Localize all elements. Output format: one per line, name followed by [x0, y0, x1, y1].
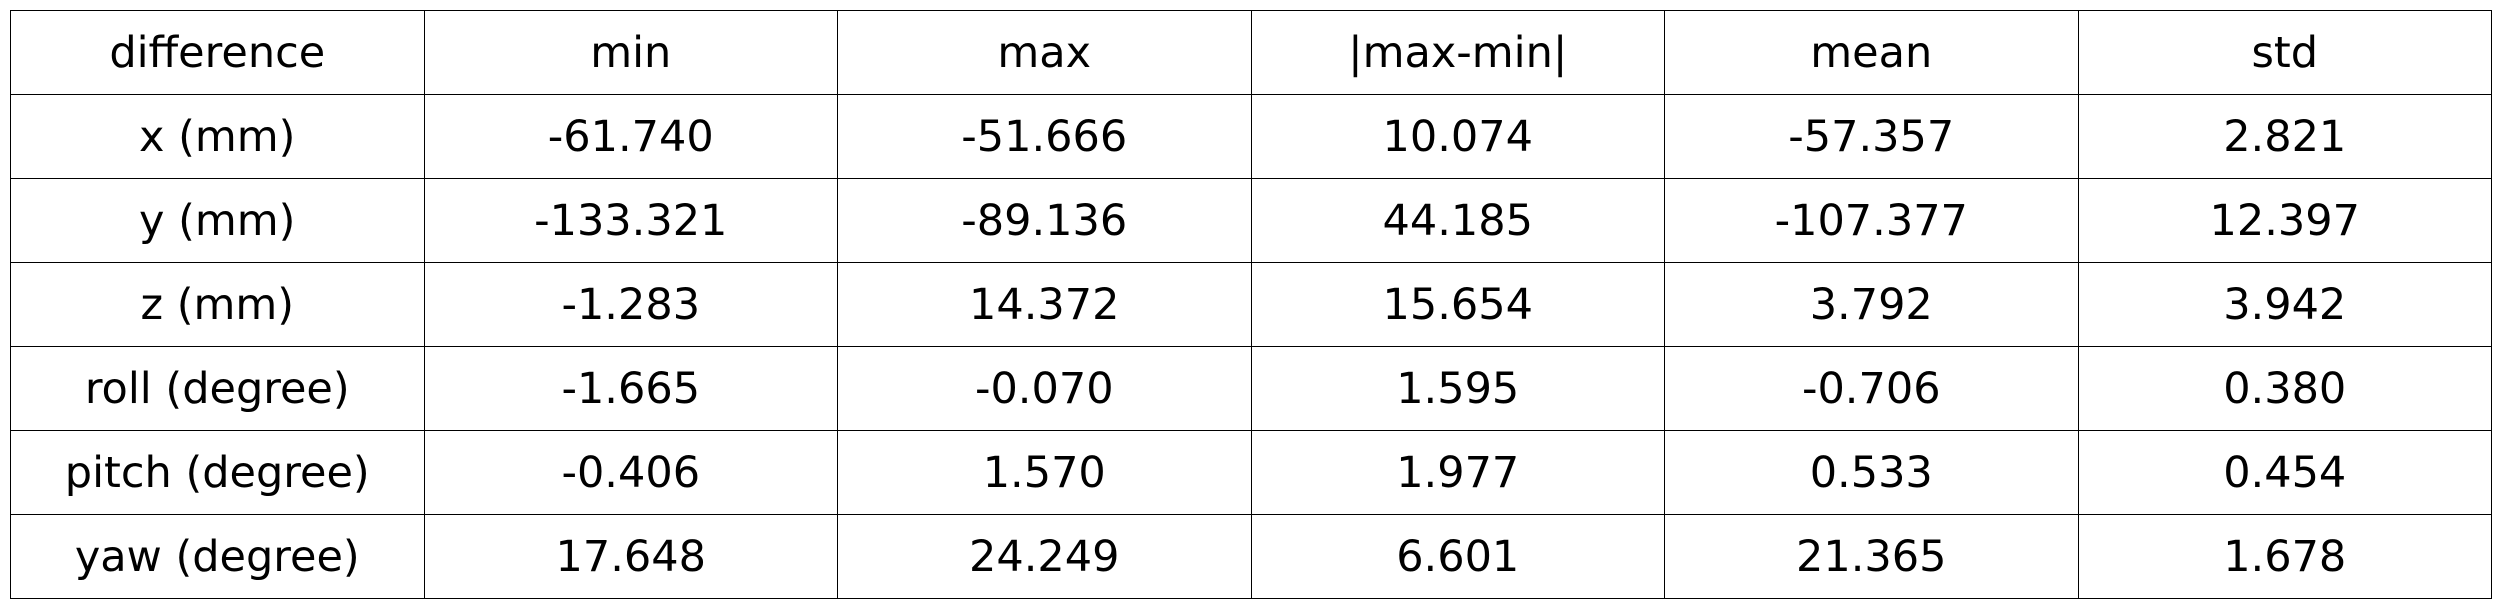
value-cell: 44.185 — [1250, 178, 1665, 263]
value-cell: 0.380 — [2077, 346, 2492, 431]
table-row: roll (degree) -1.665 -0.070 1.595 -0.706 0.38… — [10, 346, 2492, 431]
value-cell: -0.706 — [1664, 346, 2079, 431]
table-row: pitch (degree) -0.406 1.570 1.977 0.533 0.454 — [10, 430, 2492, 515]
row-label-cell: pitch (degree) — [10, 430, 425, 515]
header-cell-difference: difference — [10, 10, 425, 95]
table-row: y (mm) -133.321 -89.136 44.185 -107.377 12.39… — [10, 178, 2492, 263]
row-label-cell: roll (degree) — [10, 346, 425, 431]
table-body: x (mm) -61.740 -51.666 10.074 -57.357 2.821 y … — [10, 94, 2492, 599]
row-label-cell: x (mm) — [10, 94, 425, 179]
value-cell: -133.321 — [423, 178, 838, 263]
value-cell: 3.942 — [2077, 262, 2492, 347]
header-row: difference min max |max-min| mean std — [10, 10, 2492, 95]
value-cell: -89.136 — [837, 178, 1252, 263]
value-cell: -1.283 — [423, 262, 838, 347]
value-cell: 12.397 — [2077, 178, 2492, 263]
value-cell: -61.740 — [423, 94, 838, 179]
value-cell: 0.533 — [1664, 430, 2079, 515]
value-cell: 0.454 — [2077, 430, 2492, 515]
value-cell: -51.666 — [837, 94, 1252, 179]
value-cell: -0.406 — [423, 430, 838, 515]
table-row: yaw (degree) 17.648 24.249 6.601 21.365 1.678 — [10, 514, 2492, 599]
value-cell: 21.365 — [1664, 514, 2079, 599]
row-label-cell: y (mm) — [10, 178, 425, 263]
value-cell: 6.601 — [1250, 514, 1665, 599]
value-cell: 1.595 — [1250, 346, 1665, 431]
value-cell: 24.249 — [837, 514, 1252, 599]
row-label-cell: yaw (degree) — [10, 514, 425, 599]
value-cell: -1.665 — [423, 346, 838, 431]
header-cell-std: std — [2077, 10, 2492, 95]
header-cell-range: |max-min| — [1250, 10, 1665, 95]
value-cell: 15.654 — [1250, 262, 1665, 347]
value-cell: 17.648 — [423, 514, 838, 599]
value-cell: 1.570 — [837, 430, 1252, 515]
value-cell: 1.678 — [2077, 514, 2492, 599]
value-cell: 1.977 — [1250, 430, 1665, 515]
table-row: x (mm) -61.740 -51.666 10.074 -57.357 2.821 — [10, 94, 2492, 179]
row-label-cell: z (mm) — [10, 262, 425, 347]
value-cell: 2.821 — [2077, 94, 2492, 179]
value-cell: -0.070 — [837, 346, 1252, 431]
statistics-table: difference min max |max-min| mean std x … — [10, 10, 2492, 599]
value-cell: 3.792 — [1664, 262, 2079, 347]
value-cell: 10.074 — [1250, 94, 1665, 179]
header-cell-max: max — [837, 10, 1252, 95]
header-cell-min: min — [423, 10, 838, 95]
header-cell-mean: mean — [1664, 10, 2079, 95]
value-cell: -107.377 — [1664, 178, 2079, 263]
table-row: z (mm) -1.283 14.372 15.654 3.792 3.942 — [10, 262, 2492, 347]
value-cell: -57.357 — [1664, 94, 2079, 179]
value-cell: 14.372 — [837, 262, 1252, 347]
